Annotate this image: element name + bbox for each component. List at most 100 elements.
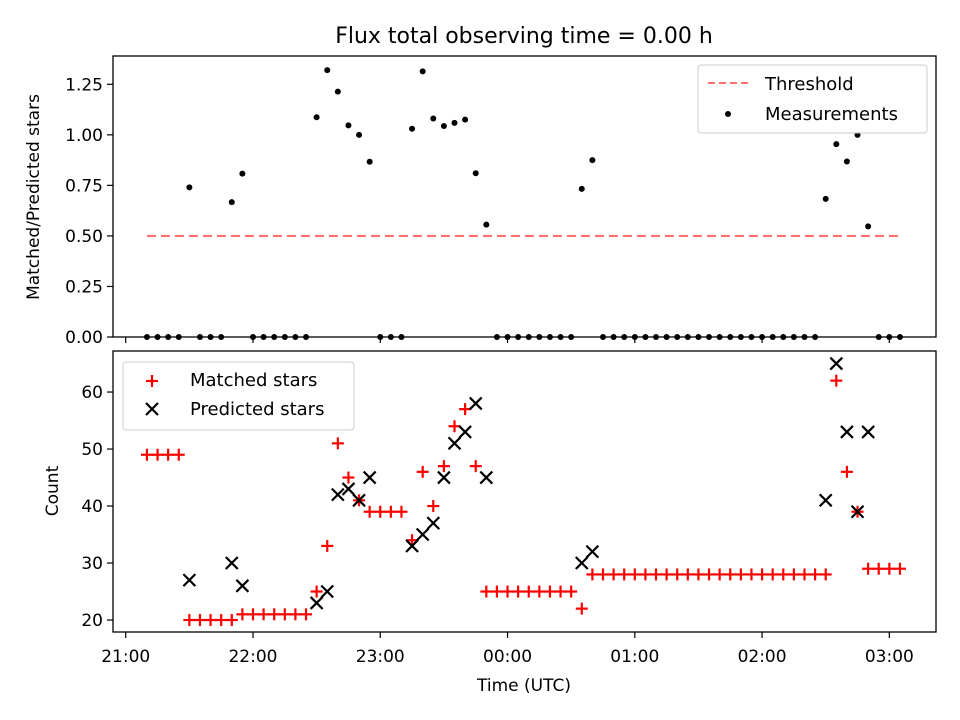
- matched-star-point: [183, 614, 196, 627]
- matched-star-point: [575, 602, 588, 615]
- matched-star-point: [533, 585, 546, 598]
- bottom-ytick-label: 60: [81, 383, 103, 403]
- matched-star-point: [374, 505, 387, 518]
- matched-star-point: [501, 585, 514, 598]
- matched-star-point: [437, 460, 450, 473]
- measurement-point: [483, 221, 490, 228]
- matched-star-point: [384, 505, 397, 518]
- matched-star-point: [872, 562, 885, 575]
- bottom-y-axis-label: Count: [43, 465, 63, 516]
- top-ytick-label: 0.75: [65, 176, 103, 196]
- matched-star-point: [565, 585, 578, 598]
- matched-star-point: [416, 465, 429, 478]
- top-ytick-label: 0.50: [65, 227, 103, 247]
- matched-legend-label: Matched stars: [190, 370, 317, 391]
- predicted-star-point: [352, 493, 366, 508]
- matched-star-point: [225, 614, 238, 627]
- measurement-point: [239, 170, 246, 177]
- top-axes-frame: [112, 55, 937, 338]
- matched-star-point: [459, 403, 472, 416]
- top-legend-box: [697, 64, 928, 134]
- top-panel: 0.00 0.25 0.50 0.75 1.00 1.25 Matched/Predict…: [24, 55, 937, 348]
- measurement-point: [345, 122, 352, 129]
- top-legend: Threshold Measurements: [697, 64, 928, 134]
- matched-star-point: [246, 608, 259, 621]
- matched-star-point: [172, 448, 185, 461]
- predicted-star-point: [840, 425, 854, 439]
- predicted-star-point: [585, 544, 600, 559]
- matched-star-point: [883, 562, 896, 575]
- bottom-xtick-label: 00:00: [483, 647, 532, 667]
- bottom-ytick-label: 20: [81, 611, 103, 631]
- measurement-point: [833, 141, 840, 148]
- top-ytick-label: 0.00: [65, 328, 103, 348]
- predicted-star-point: [362, 470, 377, 485]
- top-y-ticks: 0.00 0.25 0.50 0.75 1.00 1.25: [65, 75, 113, 348]
- predicted-star-point: [235, 579, 250, 593]
- matched-star-point: [140, 448, 153, 461]
- matched-star-point: [512, 585, 525, 598]
- measurement-point: [334, 88, 341, 95]
- predicted-star-point: [861, 425, 875, 439]
- predicted-star-point: [850, 504, 865, 519]
- bottom-xtick-label: 01:00: [610, 647, 659, 667]
- bottom-ytick-label: 40: [81, 497, 103, 517]
- matched-star-point: [596, 568, 609, 581]
- top-x-ticks: [125, 337, 890, 343]
- matched-star-point: [300, 608, 313, 621]
- bottom-x-ticks: 21:00 22:00 23:00 00:00 01:00 02:00 03:00: [101, 632, 914, 667]
- bottom-ytick-label: 30: [81, 554, 103, 574]
- matched-star-point: [236, 608, 249, 621]
- measurement-point: [472, 170, 479, 177]
- matched-star-point: [162, 448, 175, 461]
- matched-star-point: [660, 568, 673, 581]
- matched-star-point: [745, 568, 758, 581]
- predicted-star-point: [225, 556, 239, 570]
- measurement-point: [366, 158, 373, 165]
- matched-star-point: [278, 608, 291, 621]
- measurements-legend-swatch: [725, 111, 731, 117]
- matched-star-point: [215, 614, 228, 627]
- predicted-star-point: [331, 487, 345, 502]
- matched-star-point: [586, 568, 599, 581]
- predicted-star-point: [479, 470, 494, 485]
- matched-legend-swatch: [146, 375, 158, 387]
- measurement-point: [356, 131, 363, 138]
- matched-star-point: [671, 568, 684, 581]
- bottom-panel: 20 30 40 50 60 21:00 22:00 23:00 00:00 01:00 02:0…: [43, 350, 937, 696]
- predicted-star-point: [182, 573, 197, 587]
- matched-star-point: [193, 614, 206, 627]
- measurement-point: [451, 119, 458, 126]
- predicted-star-point: [574, 556, 589, 570]
- predicted-legend-swatch: [145, 402, 159, 416]
- predicted-star-point: [309, 596, 324, 610]
- measurement-point: [843, 158, 850, 165]
- predicted-star-point: [415, 527, 430, 542]
- measurement-point: [430, 115, 437, 122]
- bottom-axes-frame: [112, 350, 937, 633]
- measurement-point: [578, 185, 585, 192]
- matched-star-point: [363, 505, 376, 518]
- measurement-point: [440, 122, 447, 129]
- matched-star-point: [681, 568, 694, 581]
- matched-star-point: [268, 608, 281, 621]
- predicted-star-point: [829, 356, 844, 371]
- matched-star-point: [406, 534, 419, 547]
- bottom-y-ticks: 20 30 40 50 60: [81, 383, 113, 631]
- matched-star-point: [819, 568, 832, 581]
- measurement-point: [409, 125, 416, 132]
- predicted-legend-label: Predicted stars: [190, 399, 324, 420]
- matched-star-point: [787, 568, 800, 581]
- matched-star-point: [628, 568, 641, 581]
- top-ytick-label: 1.25: [65, 75, 103, 95]
- matched-star-point: [310, 585, 323, 598]
- matched-star-point: [289, 608, 302, 621]
- measurement-point: [313, 114, 320, 121]
- matched-star-point: [703, 568, 716, 581]
- measurement-point: [462, 116, 469, 123]
- matched-star-point: [734, 568, 747, 581]
- bottom-xtick-label: 03:00: [865, 647, 914, 667]
- matched-star-point: [893, 562, 906, 575]
- predicted-star-point: [458, 425, 472, 439]
